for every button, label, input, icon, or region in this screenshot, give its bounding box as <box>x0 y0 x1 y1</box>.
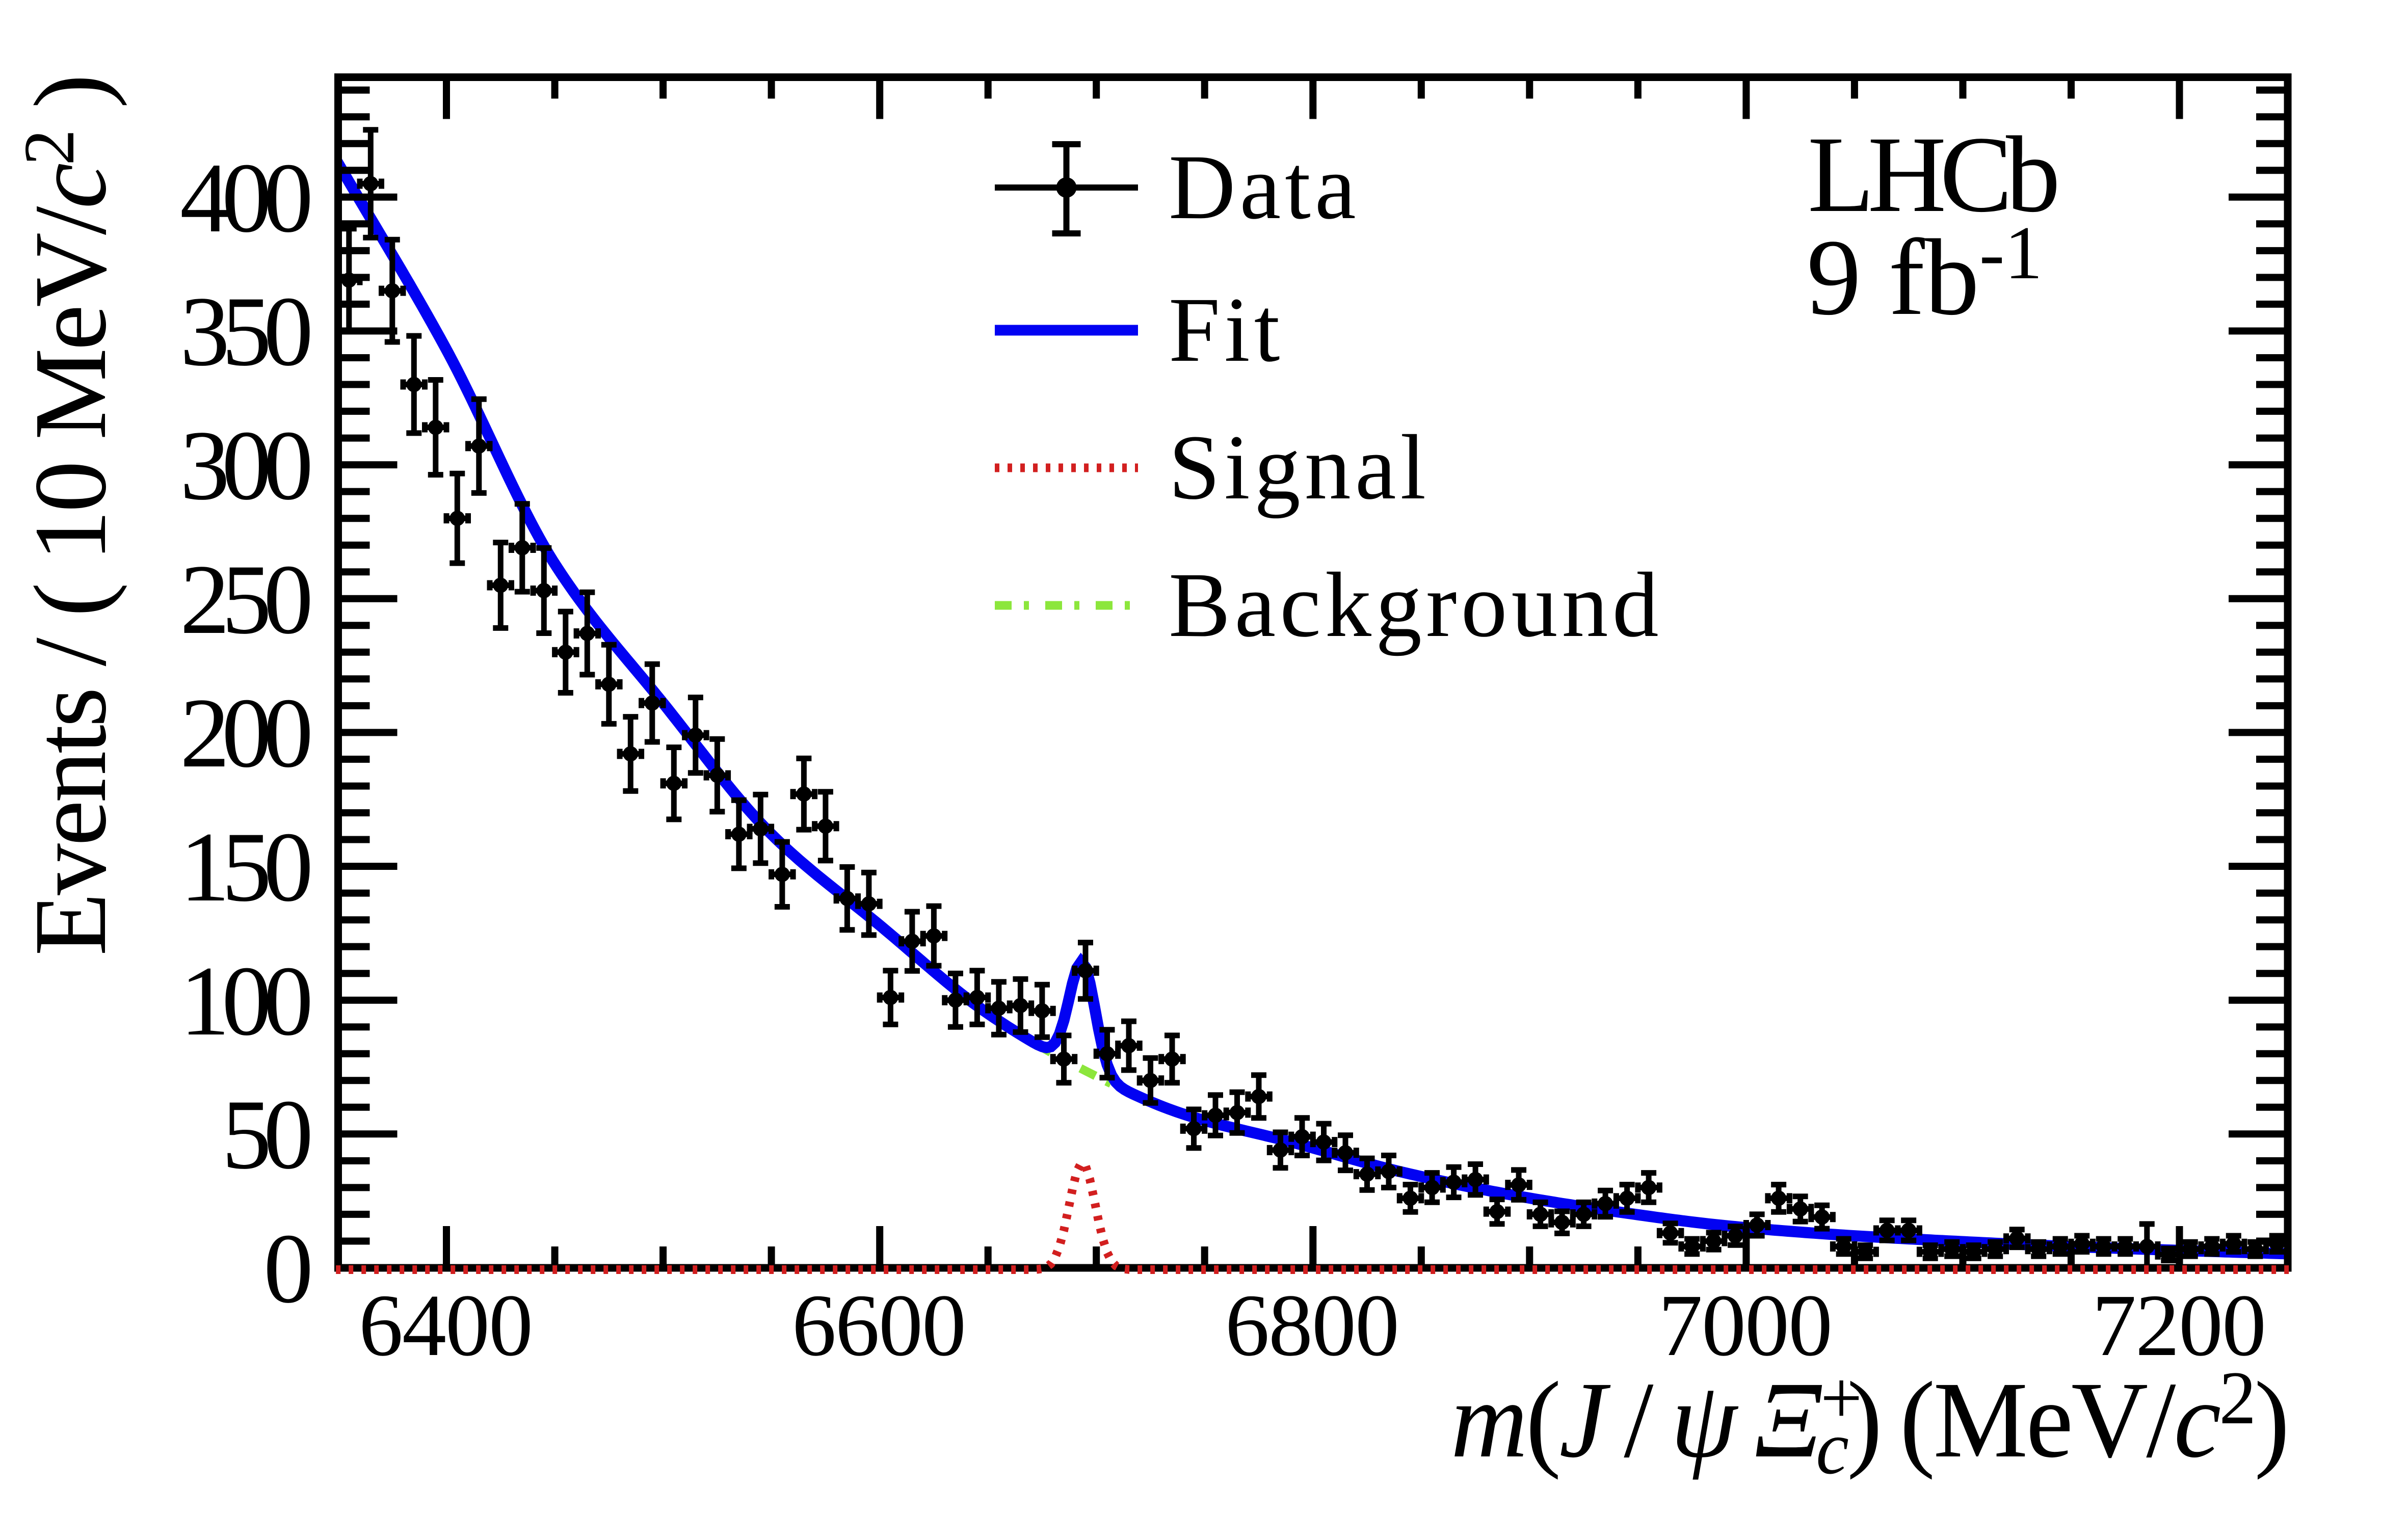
svg-text:9 fb-1: 9 fb-1 <box>1807 211 2043 338</box>
svg-text:Data: Data <box>1169 136 1360 238</box>
svg-text:400: 400 <box>180 143 310 253</box>
svg-text:200: 200 <box>180 678 310 788</box>
svg-text:m(J / ψ Ξ+c) (MeV/c2): m(J / ψ Ξ+ c) (MeV/c2) <box>1451 1356 2288 1490</box>
svg-text:250: 250 <box>180 544 310 655</box>
svg-text:7200: 7200 <box>2092 1276 2265 1374</box>
svg-text:Background: Background <box>1169 554 1663 656</box>
svg-text:350: 350 <box>180 276 310 387</box>
svg-text:Fit: Fit <box>1169 279 1284 381</box>
svg-text:50: 50 <box>222 1079 310 1190</box>
svg-text:6600: 6600 <box>792 1276 965 1374</box>
svg-text:LHCb: LHCb <box>1808 114 2056 235</box>
svg-text:Events / ( 10 MeV/c2 ): Events / ( 10 MeV/c2 ) <box>9 76 127 956</box>
svg-text:300: 300 <box>180 410 310 521</box>
svg-text:7000: 7000 <box>1658 1276 1832 1374</box>
svg-text:0: 0 <box>263 1213 310 1324</box>
svg-text:6800: 6800 <box>1225 1276 1398 1374</box>
svg-text:Signal: Signal <box>1169 416 1430 519</box>
svg-text:100: 100 <box>180 946 310 1056</box>
svg-text:6400: 6400 <box>359 1276 532 1374</box>
svg-text:150: 150 <box>180 812 310 922</box>
